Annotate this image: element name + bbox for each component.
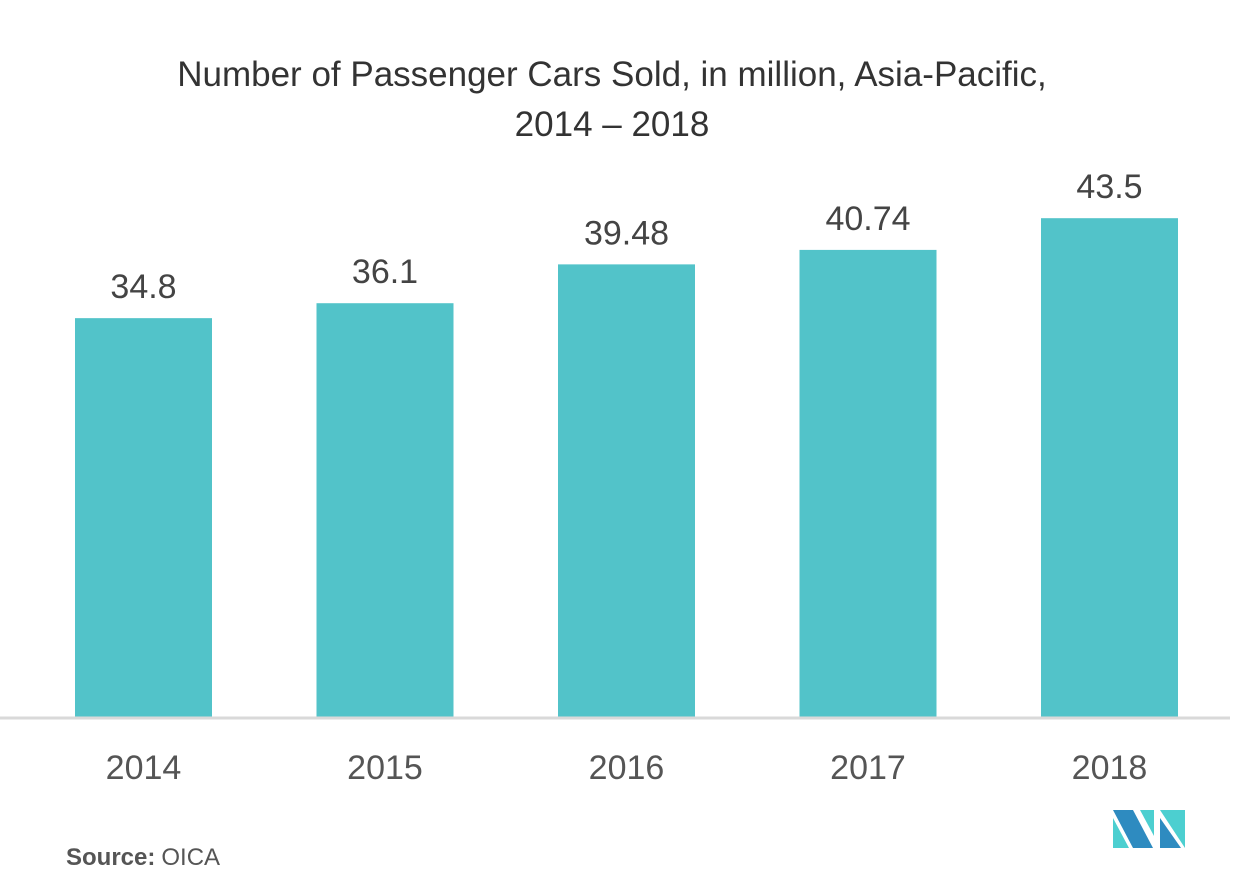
bar-2016 — [558, 264, 695, 718]
bar-2015 — [316, 303, 454, 718]
data-label: 36.1 — [352, 253, 418, 291]
company-logo — [1113, 810, 1185, 848]
source-note: Source: OICA — [66, 844, 220, 871]
x-tick-label: 2018 — [1072, 749, 1148, 787]
x-tick-label: 2017 — [830, 749, 906, 787]
source-label: Source: — [66, 844, 155, 871]
x-tick-label: 2014 — [106, 749, 182, 787]
x-tick-label: 2015 — [347, 749, 423, 787]
data-label: 39.48 — [584, 214, 669, 252]
bar-2018 — [1041, 218, 1178, 718]
x-tick-label: 2016 — [589, 749, 665, 787]
bar-2014 — [75, 318, 212, 718]
data-label: 34.8 — [110, 268, 176, 306]
data-label: 43.5 — [1076, 168, 1142, 206]
source-value: OICA — [161, 844, 220, 871]
data-label: 40.74 — [825, 200, 910, 238]
chart-subtitle: 2014 – 2018 — [515, 105, 710, 144]
chart-title: Number of Passenger Cars Sold, in millio… — [177, 55, 1047, 94]
bar-2017 — [799, 249, 937, 718]
